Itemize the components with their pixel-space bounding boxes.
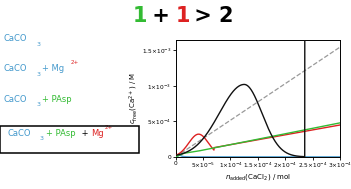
Text: +: +: [79, 129, 91, 138]
Text: CaCO: CaCO: [4, 64, 27, 74]
Text: CaCO: CaCO: [4, 95, 27, 104]
Y-axis label: $c_\mathrm{free}$(Ca$^{2+}$) / M: $c_\mathrm{free}$(Ca$^{2+}$) / M: [128, 72, 140, 124]
Text: 3: 3: [36, 102, 40, 107]
Text: Mg: Mg: [91, 129, 104, 138]
Text: 3: 3: [40, 136, 44, 141]
Text: 2+: 2+: [105, 125, 113, 130]
Text: + PAsp: + PAsp: [42, 95, 72, 104]
Text: + PAsp: + PAsp: [46, 129, 75, 138]
Text: CaCO: CaCO: [4, 34, 27, 43]
X-axis label: $n_\mathrm{added}$(CaCl$_2$) / mol: $n_\mathrm{added}$(CaCl$_2$) / mol: [225, 172, 291, 182]
Text: > 2: > 2: [187, 6, 234, 26]
Text: 1: 1: [133, 6, 148, 26]
Text: + Mg: + Mg: [42, 64, 64, 74]
Text: CaCO: CaCO: [7, 129, 31, 138]
Text: 2+: 2+: [71, 60, 79, 65]
Text: 1: 1: [175, 6, 190, 26]
Text: 3: 3: [36, 72, 40, 77]
Text: 3: 3: [36, 42, 40, 46]
Text: +: +: [145, 6, 178, 26]
